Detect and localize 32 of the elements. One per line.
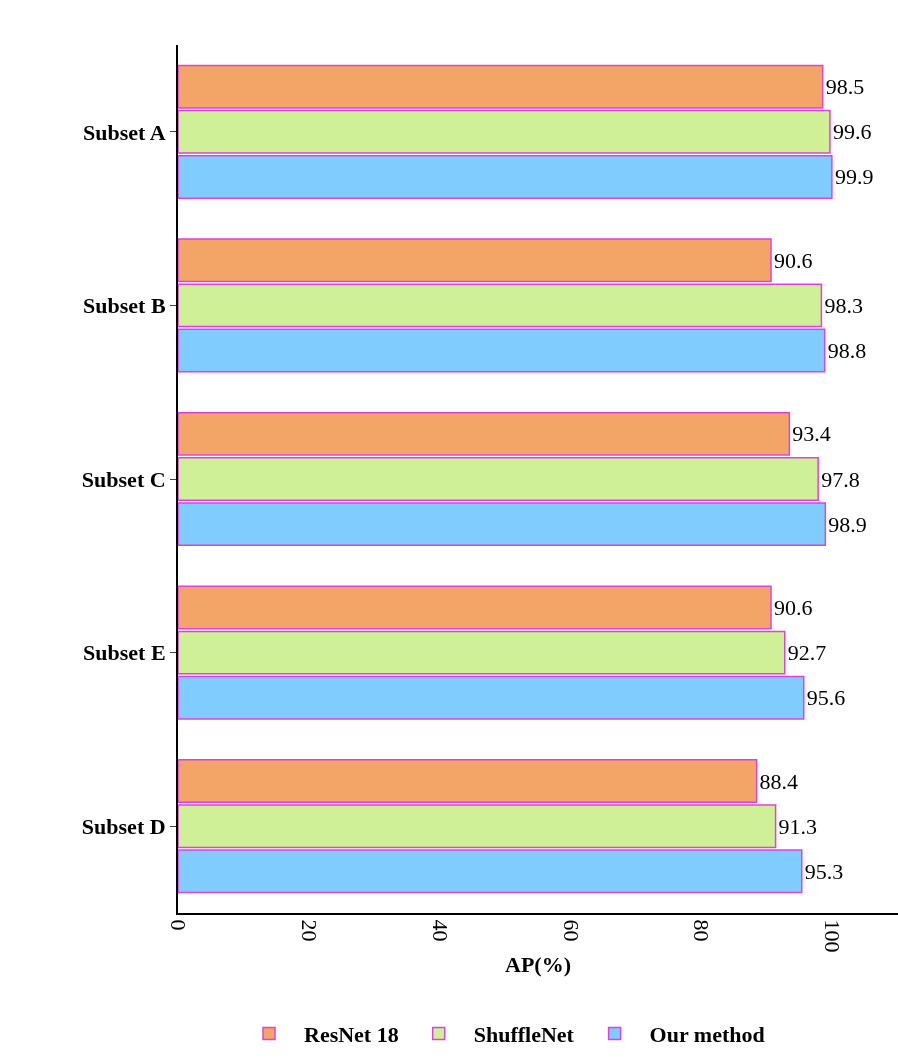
data-label: 95.6 <box>806 685 846 711</box>
data-label: 91.3 <box>778 813 818 839</box>
data-label: 92.7 <box>787 640 827 666</box>
data-label: 88.4 <box>759 768 799 794</box>
data-label: 97.8 <box>821 466 860 492</box>
x-tick-label: 0 <box>165 919 191 931</box>
x-tick-label: 80 <box>689 919 715 942</box>
x-tick-label: 40 <box>427 919 453 942</box>
data-label: 98.3 <box>824 292 863 318</box>
y-tick-label: Subset D <box>81 813 166 839</box>
x-tick-label: 100 <box>820 919 846 953</box>
y-tick-label: Subset A <box>83 119 166 145</box>
data-label: 93.4 <box>792 421 831 447</box>
data-label: 95.3 <box>804 858 844 884</box>
data-label: 98.8 <box>827 338 867 364</box>
data-label: 90.6 <box>774 594 813 620</box>
x-tick-label: 60 <box>558 919 584 942</box>
data-label: 90.6 <box>774 247 813 273</box>
legend-label: ResNet 18 <box>304 1022 399 1048</box>
data-label: 98.9 <box>828 511 867 537</box>
x-tick-label: 20 <box>296 919 322 942</box>
y-tick-label: Subset C <box>81 466 166 492</box>
y-tick-label: Subset E <box>83 640 166 666</box>
legend-label: ShuffleNet <box>473 1022 575 1048</box>
data-label: 99.9 <box>834 164 874 190</box>
x-axis-title: AP(%) <box>505 951 571 977</box>
legend-label: Our method <box>649 1022 765 1048</box>
data-label: 99.6 <box>832 119 872 145</box>
bar <box>178 585 772 630</box>
y-tick-label: Subset B <box>83 293 166 319</box>
data-label: 98.5 <box>825 74 865 100</box>
bar <box>178 328 826 373</box>
